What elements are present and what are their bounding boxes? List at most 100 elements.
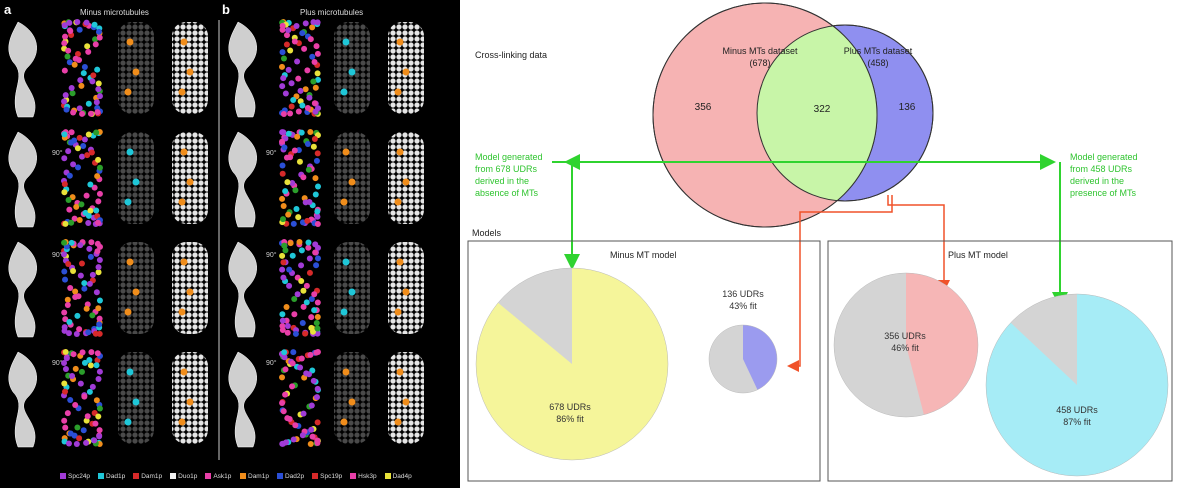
residue-sphere — [290, 96, 297, 103]
residue-sphere — [279, 374, 286, 381]
residue-sphere — [62, 349, 69, 356]
residue-sphere — [61, 380, 68, 387]
residue-sphere — [299, 432, 306, 439]
residue-sphere — [65, 148, 72, 155]
crosslink-site — [124, 418, 132, 426]
residue-sphere — [88, 149, 95, 156]
residue-sphere — [83, 305, 90, 312]
residue-sphere — [63, 355, 70, 362]
legend-label: Spc24p — [68, 473, 91, 480]
residue-sphere — [95, 264, 102, 271]
crosslink-site — [132, 68, 140, 76]
residue-sphere — [305, 166, 312, 173]
residue-sphere — [80, 70, 87, 77]
em-surface — [8, 241, 37, 338]
residue-sphere — [314, 213, 321, 220]
residue-sphere — [280, 75, 287, 82]
residue-sphere — [282, 391, 289, 398]
crosslink-site — [124, 88, 132, 96]
small-pie-label2: 43% fit — [729, 301, 757, 311]
residue-sphere — [288, 103, 295, 110]
residue-sphere — [302, 330, 309, 337]
residue-sphere — [312, 108, 319, 115]
residue-sphere — [85, 212, 92, 219]
residue-sphere — [62, 220, 69, 227]
legend-item: Dad4p — [384, 473, 412, 480]
crosslink-site — [348, 178, 356, 186]
residue-sphere — [297, 87, 304, 94]
residue-sphere — [76, 105, 83, 112]
residue-sphere — [303, 282, 310, 289]
legend-label: Hsk3p — [358, 473, 377, 480]
crosslink-site — [394, 308, 402, 316]
plus-pie2-label2: 87% fit — [1063, 417, 1091, 427]
venn-minus-label: Minus MTs dataset — [722, 46, 798, 56]
residue-sphere — [66, 206, 73, 213]
residue-sphere — [304, 67, 311, 74]
minus-small-pie-fit-slice — [743, 325, 777, 390]
residue-sphere — [86, 388, 93, 395]
residue-sphere — [95, 269, 102, 276]
crosslink-site — [186, 288, 194, 296]
legend-label: Dam1p — [248, 473, 269, 480]
residue-sphere — [289, 360, 296, 367]
residue-sphere — [66, 172, 73, 179]
residue-sphere — [89, 383, 96, 390]
crosslink-site — [396, 38, 404, 46]
legend-item: Dad2p — [276, 473, 304, 480]
model-right-note: Model generated from 458 UDRs derived in… — [1070, 152, 1138, 198]
residue-sphere — [310, 377, 317, 384]
model-left-note-line3: derived in the — [475, 176, 529, 186]
residue-sphere — [314, 385, 321, 392]
residue-sphere — [87, 362, 94, 369]
legend-item: Spc19p — [312, 473, 342, 480]
residue-sphere — [81, 285, 88, 292]
residue-sphere — [279, 22, 286, 29]
residue-sphere — [61, 98, 68, 105]
residue-sphere — [298, 262, 305, 269]
residue-sphere — [308, 402, 315, 409]
residue-sphere — [96, 297, 103, 304]
residue-sphere — [296, 158, 303, 165]
residue-sphere — [298, 355, 305, 362]
residue-sphere — [283, 41, 290, 48]
residue-sphere — [71, 61, 78, 68]
residue-sphere — [308, 426, 315, 433]
residue-sphere — [61, 417, 68, 424]
residue-sphere — [305, 371, 312, 378]
residue-sphere — [287, 154, 294, 161]
residue-sphere — [279, 317, 286, 324]
residue-sphere — [295, 214, 302, 221]
residue-sphere — [313, 157, 320, 164]
crosslink-site — [180, 258, 188, 266]
legend-swatch — [312, 473, 319, 480]
residue-sphere — [307, 440, 314, 447]
residue-sphere — [63, 106, 70, 113]
residue-sphere — [294, 291, 301, 298]
residue-sphere — [78, 201, 85, 208]
crosslink-site — [394, 88, 402, 96]
residue-sphere — [280, 110, 287, 117]
residue-sphere — [91, 184, 98, 191]
residue-sphere — [310, 78, 317, 85]
residue-sphere — [280, 203, 287, 210]
residue-sphere — [73, 440, 80, 447]
residue-sphere — [77, 272, 84, 279]
legend-item: Dad1p — [98, 473, 125, 480]
residue-sphere — [279, 195, 286, 202]
surface-spheres — [172, 352, 208, 444]
residue-sphere — [96, 321, 103, 328]
residue-sphere — [84, 413, 91, 420]
residue-sphere — [313, 349, 320, 356]
residue-sphere — [281, 349, 288, 356]
legend-label: Dad4p — [392, 473, 412, 480]
residue-sphere — [280, 55, 287, 62]
model-left-note: Model generated from 678 UDRs derived in… — [475, 152, 543, 198]
residue-sphere — [93, 99, 100, 106]
residue-sphere — [298, 278, 305, 285]
crosslink-site — [348, 398, 356, 406]
residue-sphere — [70, 268, 77, 275]
crosslink-site — [178, 88, 186, 96]
residue-sphere — [61, 67, 68, 74]
small-pie-label1: 136 UDRs — [722, 289, 764, 299]
